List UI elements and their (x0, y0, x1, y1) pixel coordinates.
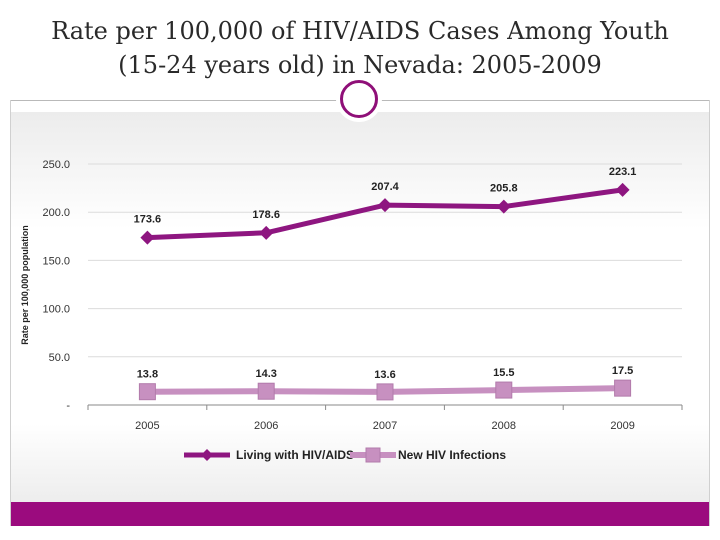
data-label-living-with-hiv-aids: 205.8 (490, 183, 518, 195)
data-point-living-with-hiv-aids (496, 199, 511, 214)
circle-ornament-icon (340, 80, 378, 118)
y-tick-label: 150.0 (42, 255, 70, 267)
data-point-new-hiv-infections (257, 382, 275, 400)
data-point-living-with-hiv-aids (140, 230, 155, 245)
y-tick-label: - (66, 400, 70, 412)
y-tick-label: 200.0 (42, 207, 70, 219)
slide-frame (10, 100, 710, 526)
data-label-new-hiv-infections: 13.8 (137, 369, 158, 381)
data-label-new-hiv-infections: 15.5 (493, 367, 514, 379)
data-label-new-hiv-infections: 13.6 (374, 369, 395, 381)
legend-label-living-with-hiv-aids: Living with HIV/AIDS (236, 448, 354, 462)
slide-title-line-2: (15-24 years old) in Nevada: 2005-2009 (118, 51, 602, 79)
x-tick-label: 2008 (492, 420, 516, 432)
legend-marker-living-with-hiv-aids (201, 449, 213, 461)
legend-marker-new-hiv-infections (365, 447, 381, 463)
x-tick-label: 2007 (373, 420, 397, 432)
data-point-living-with-hiv-aids (615, 182, 630, 197)
y-axis-title: Rate per 100,000 population (20, 225, 30, 345)
y-tick-label: 100.0 (42, 304, 70, 316)
data-point-new-hiv-infections (138, 383, 156, 401)
data-point-new-hiv-infections (614, 379, 632, 397)
data-label-new-hiv-infections: 17.5 (612, 365, 633, 377)
x-tick-label: 2005 (135, 420, 159, 432)
data-point-living-with-hiv-aids (378, 198, 392, 213)
slide-title: Rate per 100,000 of HIV/AIDS Cases Among… (10, 14, 710, 82)
data-label-living-with-hiv-aids: 207.4 (371, 181, 399, 193)
chart-panel (11, 112, 709, 502)
data-label-living-with-hiv-aids: 173.6 (134, 214, 162, 226)
data-point-living-with-hiv-aids (259, 225, 274, 240)
x-tick-label: 2009 (610, 420, 634, 432)
data-label-living-with-hiv-aids: 223.1 (609, 166, 637, 178)
series-line-living-with-hiv-aids (147, 187, 623, 241)
footer-bar (11, 502, 709, 526)
x-tick-label: 2006 (254, 420, 278, 432)
y-tick-label: 50.0 (49, 352, 70, 364)
y-tick-label: 250.0 (42, 159, 70, 171)
data-point-new-hiv-infections (376, 383, 394, 401)
data-point-new-hiv-infections (495, 381, 513, 399)
slide-title-line-1: Rate per 100,000 of HIV/AIDS Cases Among… (51, 17, 669, 45)
data-label-living-with-hiv-aids: 178.6 (252, 209, 280, 221)
data-label-new-hiv-infections: 14.3 (255, 368, 276, 380)
legend-label-new-hiv-infections: New HIV Infections (398, 448, 506, 462)
